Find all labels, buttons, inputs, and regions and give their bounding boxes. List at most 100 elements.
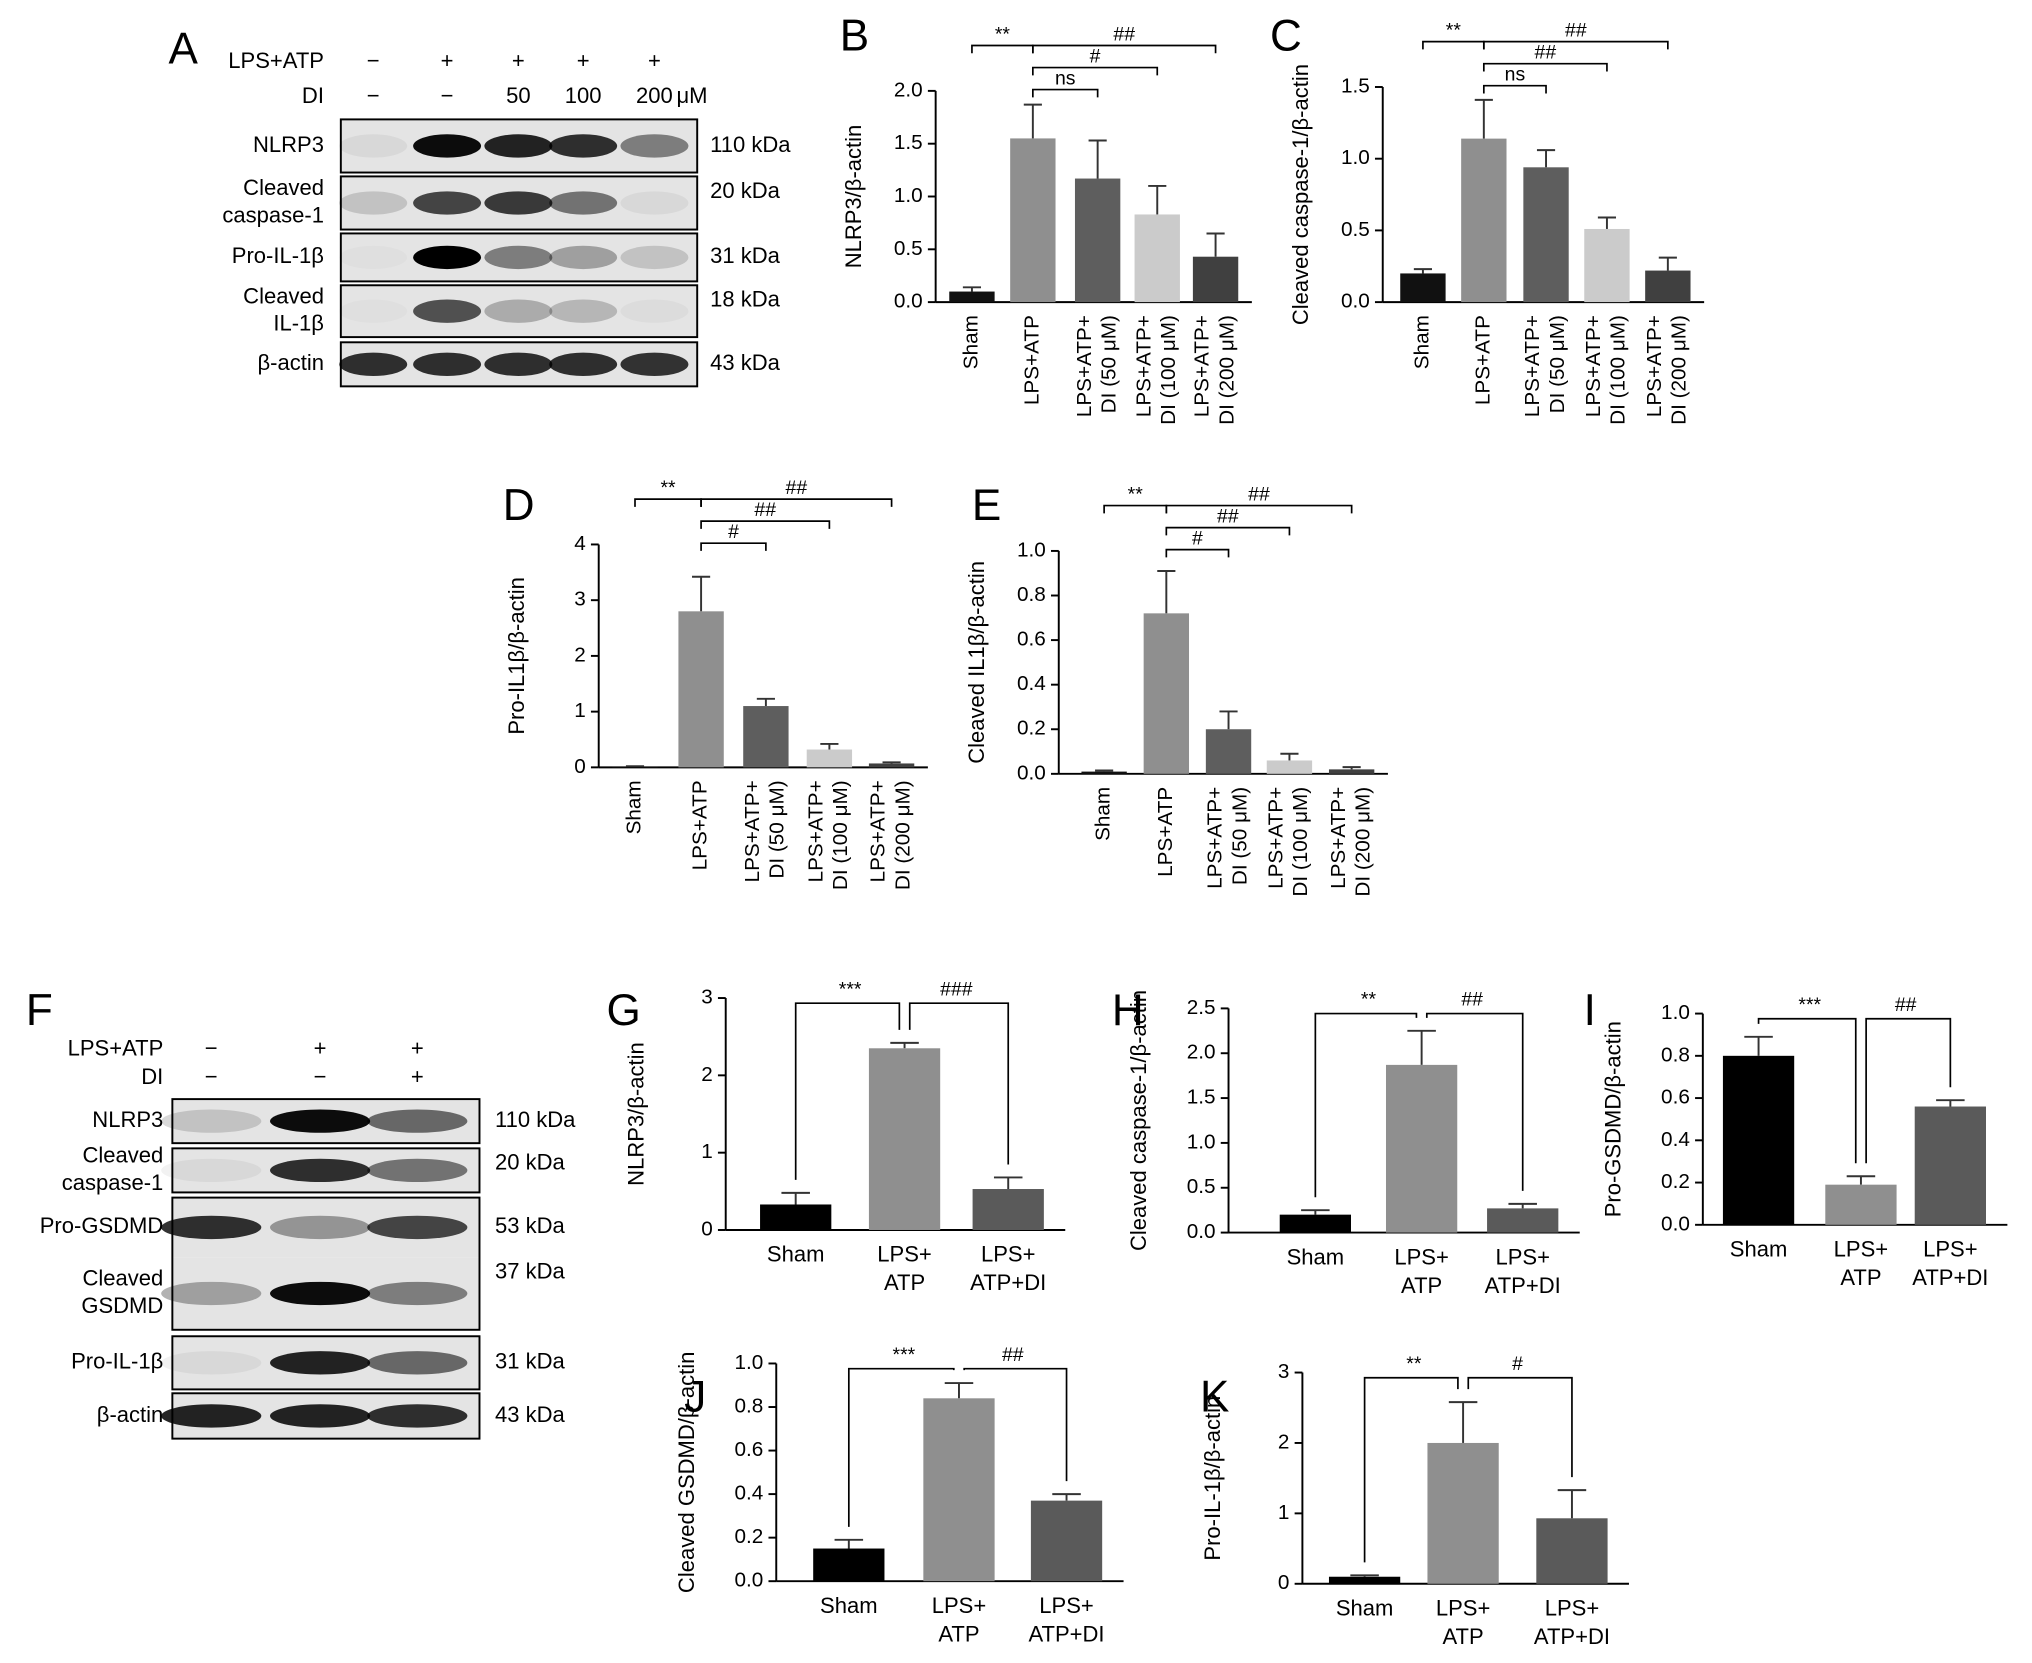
x-tick-label: DI (50 μM) xyxy=(766,780,789,878)
x-tick-label: LPS+ xyxy=(1394,1244,1448,1269)
significance-label: ** xyxy=(995,23,1011,45)
significance-bracket xyxy=(1482,62,1608,72)
blot-frame xyxy=(171,1147,481,1194)
condition-mark: + xyxy=(512,48,525,73)
y-tick-label: 1.0 xyxy=(1661,1001,1690,1024)
bar xyxy=(1536,1518,1608,1584)
bar xyxy=(1328,1576,1401,1584)
significance-bracket xyxy=(1865,1017,1952,1164)
y-tick-label: 0.0 xyxy=(1341,290,1370,313)
blot-band xyxy=(367,1215,468,1240)
bar xyxy=(1914,1106,1986,1225)
y-axis-label: Pro-IL-1β/β-actin xyxy=(1200,1396,1225,1561)
significance-label: *** xyxy=(839,978,862,1000)
condition-mark: − xyxy=(441,83,454,108)
significance-label: ## xyxy=(1217,505,1239,527)
blot-band xyxy=(339,246,407,269)
x-tick-label: LPS+ATP+ xyxy=(1521,315,1544,417)
blot-row-label: NLRP3 xyxy=(253,132,324,157)
condition-mark: − xyxy=(205,1036,218,1061)
significance-label: ## xyxy=(1565,19,1587,41)
blot-row-label: Pro-IL-1β xyxy=(232,243,324,268)
y-tick-label: 0 xyxy=(1278,1571,1290,1594)
blot-band xyxy=(270,1109,371,1133)
y-tick-label: 0.8 xyxy=(1661,1043,1690,1066)
bar xyxy=(1010,138,1056,303)
significance-bracket xyxy=(847,1367,955,1527)
x-tick-label: DI (200 μM) xyxy=(1351,787,1374,897)
blot-band xyxy=(367,1158,468,1183)
y-tick-label: 0.0 xyxy=(1017,761,1046,784)
significance-bracket xyxy=(1032,66,1159,76)
condition-mark: 50 xyxy=(506,83,531,108)
significance-bracket xyxy=(1314,1012,1418,1198)
condition-mark: + xyxy=(411,1064,424,1089)
bar xyxy=(1722,1055,1795,1225)
bar xyxy=(813,1548,885,1582)
blot-band xyxy=(413,191,482,215)
blot-band xyxy=(413,245,482,270)
blot-band xyxy=(549,191,618,215)
x-tick-label: ATP+DI xyxy=(1485,1273,1561,1298)
significance-bracket xyxy=(1425,1012,1524,1191)
blot-frame xyxy=(339,175,699,231)
blot-band xyxy=(161,1351,262,1375)
blot-band xyxy=(484,299,553,323)
blot-row-label: NLRP3 xyxy=(92,1107,163,1132)
y-tick-label: 0 xyxy=(701,1217,713,1240)
blot-band xyxy=(270,1351,371,1375)
blot-band xyxy=(413,299,482,323)
kda-label: 20 kDa xyxy=(710,178,781,203)
significance-label: *** xyxy=(1798,994,1821,1016)
panel-letter: G xyxy=(606,986,640,1035)
x-tick-label: ATP+DI xyxy=(1029,1621,1105,1646)
bar xyxy=(1584,228,1630,303)
kda-label: 18 kDa xyxy=(710,287,781,312)
bar xyxy=(760,1204,832,1230)
condition-mark: + xyxy=(441,48,454,73)
x-tick-label: Sham xyxy=(767,1242,825,1267)
x-tick-label: LPS+ATP xyxy=(1471,315,1494,405)
x-tick-label: LPS+ xyxy=(1545,1596,1599,1621)
x-tick-label: LPS+ATP+ xyxy=(1327,787,1350,889)
bar xyxy=(923,1398,995,1582)
condition-mark: − xyxy=(367,48,380,73)
x-tick-label: LPS+ xyxy=(932,1593,986,1618)
significance-label: ## xyxy=(1461,989,1483,1011)
kda-label: 20 kDa xyxy=(495,1150,566,1175)
y-axis-label: NLRP3/β-actin xyxy=(623,1042,648,1186)
y-tick-label: 2.5 xyxy=(1187,996,1216,1019)
significance-bracket xyxy=(1757,1017,1857,1164)
y-tick-label: 1.0 xyxy=(734,1351,763,1374)
significance-bracket xyxy=(700,542,767,551)
significance-bracket xyxy=(1103,504,1168,514)
significance-label: ** xyxy=(1128,483,1144,505)
unit-label: μM xyxy=(676,83,707,108)
blot-band xyxy=(620,245,689,270)
condition-mark: − xyxy=(205,1064,218,1089)
blot-band xyxy=(270,1215,371,1240)
significance-bracket xyxy=(700,520,831,529)
y-tick-label: 0.8 xyxy=(734,1394,763,1417)
y-tick-label: 1.0 xyxy=(1187,1130,1216,1153)
kda-label: 43 kDa xyxy=(495,1402,566,1427)
bar xyxy=(678,611,724,768)
blot-frame xyxy=(339,341,699,388)
bar xyxy=(1143,613,1190,774)
bar xyxy=(949,291,995,303)
blot-band xyxy=(367,1281,468,1306)
bar xyxy=(1487,1208,1559,1233)
significance-bracket xyxy=(1165,504,1353,514)
significance-label: ns xyxy=(1055,67,1076,89)
y-tick-label: 0.2 xyxy=(1661,1170,1690,1193)
y-tick-label: 3 xyxy=(574,588,586,611)
blot-row-label: Pro-GSDMD xyxy=(40,1213,164,1238)
x-tick-label: Sham xyxy=(1410,315,1433,369)
blot-band xyxy=(339,191,408,215)
x-tick-label: LPS+ xyxy=(877,1242,931,1267)
bar xyxy=(1825,1184,1897,1225)
significance-bracket xyxy=(1165,548,1230,558)
significance-bracket xyxy=(963,1367,1068,1482)
significance-bracket xyxy=(1032,88,1099,98)
significance-bracket xyxy=(1482,84,1547,94)
